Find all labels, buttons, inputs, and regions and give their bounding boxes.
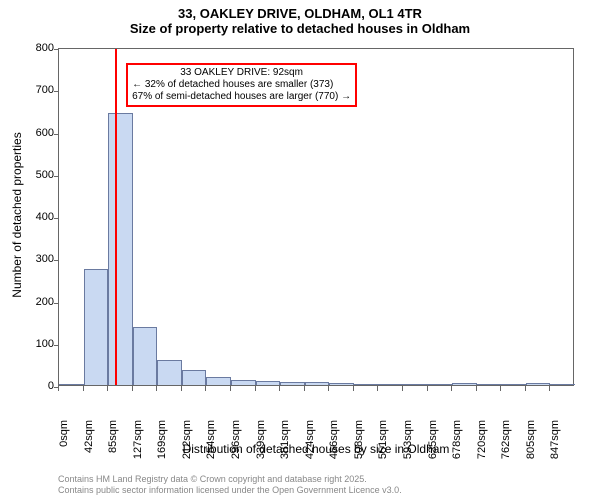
bar	[354, 384, 379, 385]
x-tick-mark	[156, 386, 157, 391]
y-tick-mark	[54, 176, 59, 177]
y-tick-mark	[54, 134, 59, 135]
footer-attribution: Contains HM Land Registry data © Crown c…	[58, 474, 402, 496]
bar	[231, 380, 256, 385]
x-tick-mark	[58, 386, 59, 391]
x-tick-container: 0sqm42sqm85sqm127sqm169sqm212sqm254sqm29…	[58, 386, 574, 444]
annotation-line: 33 OAKLEY DRIVE: 92sqm	[132, 67, 351, 79]
plot-outer: 0100200300400500600700800 Number of deta…	[58, 48, 574, 386]
x-tick-mark	[328, 386, 329, 391]
annotation-line: ← 32% of detached houses are smaller (37…	[132, 79, 351, 91]
chart-container: 33, OAKLEY DRIVE, OLDHAM, OL1 4TR Size o…	[0, 0, 600, 500]
bar	[550, 384, 575, 385]
x-tick-mark	[132, 386, 133, 391]
y-tick-label: 500	[24, 169, 54, 181]
bar	[526, 383, 551, 385]
y-tick-mark	[54, 218, 59, 219]
y-tick-label: 400	[24, 211, 54, 223]
plot-area: 33 OAKLEY DRIVE: 92sqm← 32% of detached …	[58, 48, 574, 386]
y-tick-container: 0100200300400500600700800	[24, 48, 54, 386]
y-axis-label: Number of detached properties	[10, 46, 24, 384]
annotation-box: 33 OAKLEY DRIVE: 92sqm← 32% of detached …	[126, 63, 357, 107]
bar	[206, 377, 231, 385]
x-tick-mark	[402, 386, 403, 391]
x-tick-mark	[549, 386, 550, 391]
bar	[452, 383, 477, 385]
bar	[280, 382, 305, 385]
x-tick-mark	[230, 386, 231, 391]
bar	[305, 382, 330, 385]
x-tick-mark	[500, 386, 501, 391]
chart-title-line2: Size of property relative to detached ho…	[0, 21, 600, 38]
bar	[59, 384, 84, 385]
bar	[256, 381, 281, 385]
y-tick-mark	[54, 260, 59, 261]
x-tick-mark	[279, 386, 280, 391]
annotation-line: 67% of semi-detached houses are larger (…	[132, 91, 351, 103]
bar	[108, 113, 133, 386]
x-tick-mark	[525, 386, 526, 391]
x-tick-mark	[377, 386, 378, 391]
bar	[378, 384, 403, 385]
bar	[182, 370, 207, 385]
x-axis-label: Distribution of detached houses by size …	[58, 442, 574, 456]
x-tick-mark	[353, 386, 354, 391]
y-tick-label: 600	[24, 127, 54, 139]
y-tick-label: 800	[24, 42, 54, 54]
y-tick-label: 200	[24, 296, 54, 308]
bar	[133, 327, 158, 385]
y-tick-label: 700	[24, 84, 54, 96]
x-tick-mark	[205, 386, 206, 391]
y-tick-label: 300	[24, 253, 54, 265]
y-tick-mark	[54, 345, 59, 346]
bar	[428, 384, 453, 385]
y-tick-label: 0	[24, 380, 54, 392]
x-tick-mark	[476, 386, 477, 391]
x-tick-mark	[255, 386, 256, 391]
bar	[403, 384, 428, 385]
footer-line1: Contains HM Land Registry data © Crown c…	[58, 474, 402, 485]
bar	[477, 384, 502, 385]
y-tick-mark	[54, 303, 59, 304]
y-tick-mark	[54, 91, 59, 92]
bar	[501, 384, 526, 385]
bar	[329, 383, 354, 385]
bar	[84, 269, 109, 385]
x-tick-mark	[427, 386, 428, 391]
y-tick-label: 100	[24, 338, 54, 350]
footer-line2: Contains public sector information licen…	[58, 485, 402, 496]
x-tick-mark	[304, 386, 305, 391]
y-tick-mark	[54, 49, 59, 50]
x-tick-mark	[451, 386, 452, 391]
x-tick-mark	[107, 386, 108, 391]
chart-title-line1: 33, OAKLEY DRIVE, OLDHAM, OL1 4TR	[0, 0, 600, 21]
x-tick-mark	[181, 386, 182, 391]
x-tick-mark	[83, 386, 84, 391]
marker-line	[115, 49, 117, 385]
bar	[157, 360, 182, 385]
